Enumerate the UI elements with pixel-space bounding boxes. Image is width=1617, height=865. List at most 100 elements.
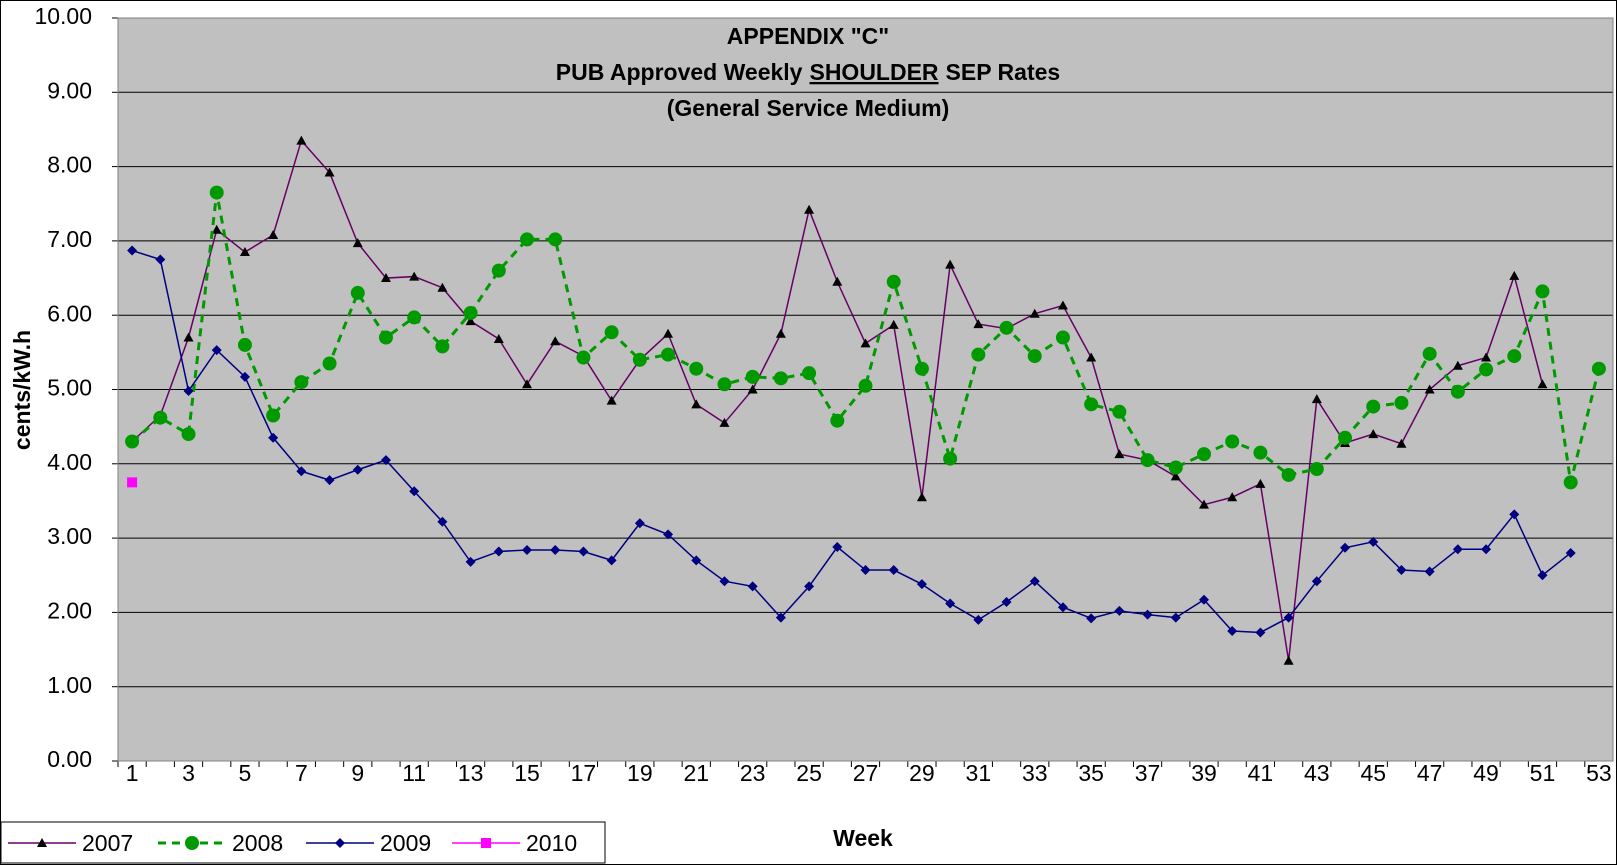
marker — [973, 319, 984, 329]
y-tick-label: 1.00 — [47, 672, 92, 698]
x-tick-label: 39 — [1191, 760, 1217, 786]
y-tick-label: 6.00 — [47, 300, 92, 326]
marker — [155, 254, 166, 265]
series-line — [131, 249, 1572, 634]
marker — [550, 544, 561, 555]
x-tick-label: 41 — [1248, 760, 1274, 786]
marker — [520, 232, 535, 247]
x-tick-label: 7 — [295, 760, 308, 786]
marker — [211, 345, 222, 356]
marker — [860, 565, 871, 576]
marker — [1565, 547, 1576, 558]
marker — [802, 366, 817, 381]
y-tick-label: 0.00 — [47, 746, 92, 772]
marker — [1029, 576, 1040, 587]
marker — [832, 276, 843, 286]
marker — [914, 361, 929, 376]
marker — [1198, 594, 1209, 605]
marker — [888, 565, 899, 576]
marker — [916, 492, 927, 502]
marker — [324, 475, 335, 486]
marker — [804, 204, 815, 214]
marker — [1368, 429, 1379, 439]
series-group — [125, 135, 1606, 665]
marker — [663, 529, 674, 540]
marker — [352, 238, 363, 248]
legend-label: 2009 — [380, 830, 431, 856]
marker — [463, 305, 478, 320]
marker — [1029, 308, 1040, 318]
y-tick-label: 9.00 — [47, 77, 92, 103]
plot-border — [117, 17, 1614, 762]
marker — [1198, 499, 1209, 509]
marker — [1227, 492, 1238, 502]
marker — [493, 546, 504, 557]
marker — [747, 581, 758, 592]
marker — [1253, 445, 1268, 460]
marker — [324, 167, 335, 177]
marker — [380, 273, 391, 283]
marker — [1057, 602, 1068, 613]
marker — [181, 427, 196, 442]
marker — [1255, 478, 1266, 488]
marker — [1057, 300, 1068, 310]
marker — [1450, 384, 1465, 399]
marker — [493, 333, 504, 343]
marker — [886, 274, 901, 289]
marker — [1452, 544, 1463, 555]
x-tick-label: 15 — [514, 760, 540, 786]
marker — [1283, 655, 1294, 665]
marker — [437, 282, 448, 292]
marker — [268, 229, 279, 239]
x-tick-label: 53 — [1586, 760, 1612, 786]
x-tick-label: 47 — [1417, 760, 1443, 786]
marker — [661, 347, 676, 362]
x-tick-label: 5 — [239, 760, 252, 786]
marker — [239, 247, 250, 257]
marker — [1422, 346, 1437, 361]
marker — [125, 434, 140, 449]
marker — [775, 328, 786, 338]
marker — [1481, 544, 1492, 555]
x-tick-label: 45 — [1360, 760, 1386, 786]
marker — [550, 336, 561, 346]
y-tick-label: 8.00 — [47, 152, 92, 178]
marker — [773, 371, 788, 386]
marker — [296, 135, 307, 145]
marker — [576, 350, 591, 365]
marker — [971, 347, 986, 362]
marker — [1424, 384, 1435, 394]
x-tick-label: 49 — [1473, 760, 1499, 786]
marker — [268, 432, 279, 443]
marker — [1368, 536, 1379, 547]
marker — [578, 546, 589, 557]
x-tick-label: 35 — [1078, 760, 1104, 786]
chart-title: PUB Approved Weekly SHOULDER SEP Rates — [556, 59, 1060, 85]
y-tick-label: 7.00 — [47, 226, 92, 252]
marker — [663, 328, 674, 338]
marker — [717, 377, 732, 392]
marker — [1255, 627, 1266, 638]
marker — [1396, 565, 1407, 576]
marker — [945, 598, 956, 609]
marker — [745, 369, 760, 384]
marker — [435, 339, 450, 354]
title-part: PUB Approved Weekly — [556, 59, 803, 85]
x-tick-label: 11 — [402, 760, 426, 786]
marker — [691, 555, 702, 566]
marker — [634, 518, 645, 529]
marker — [691, 399, 702, 409]
marker — [1225, 434, 1240, 449]
marker — [409, 486, 420, 497]
marker — [1481, 352, 1492, 362]
legend-label: 2007 — [82, 830, 133, 856]
marker — [1479, 362, 1494, 377]
marker — [775, 612, 786, 623]
x-tick-label: 37 — [1135, 760, 1161, 786]
marker — [1311, 394, 1322, 404]
marker — [1394, 395, 1409, 410]
marker — [522, 544, 533, 555]
marker — [747, 384, 758, 394]
x-tick-label: 43 — [1304, 760, 1330, 786]
